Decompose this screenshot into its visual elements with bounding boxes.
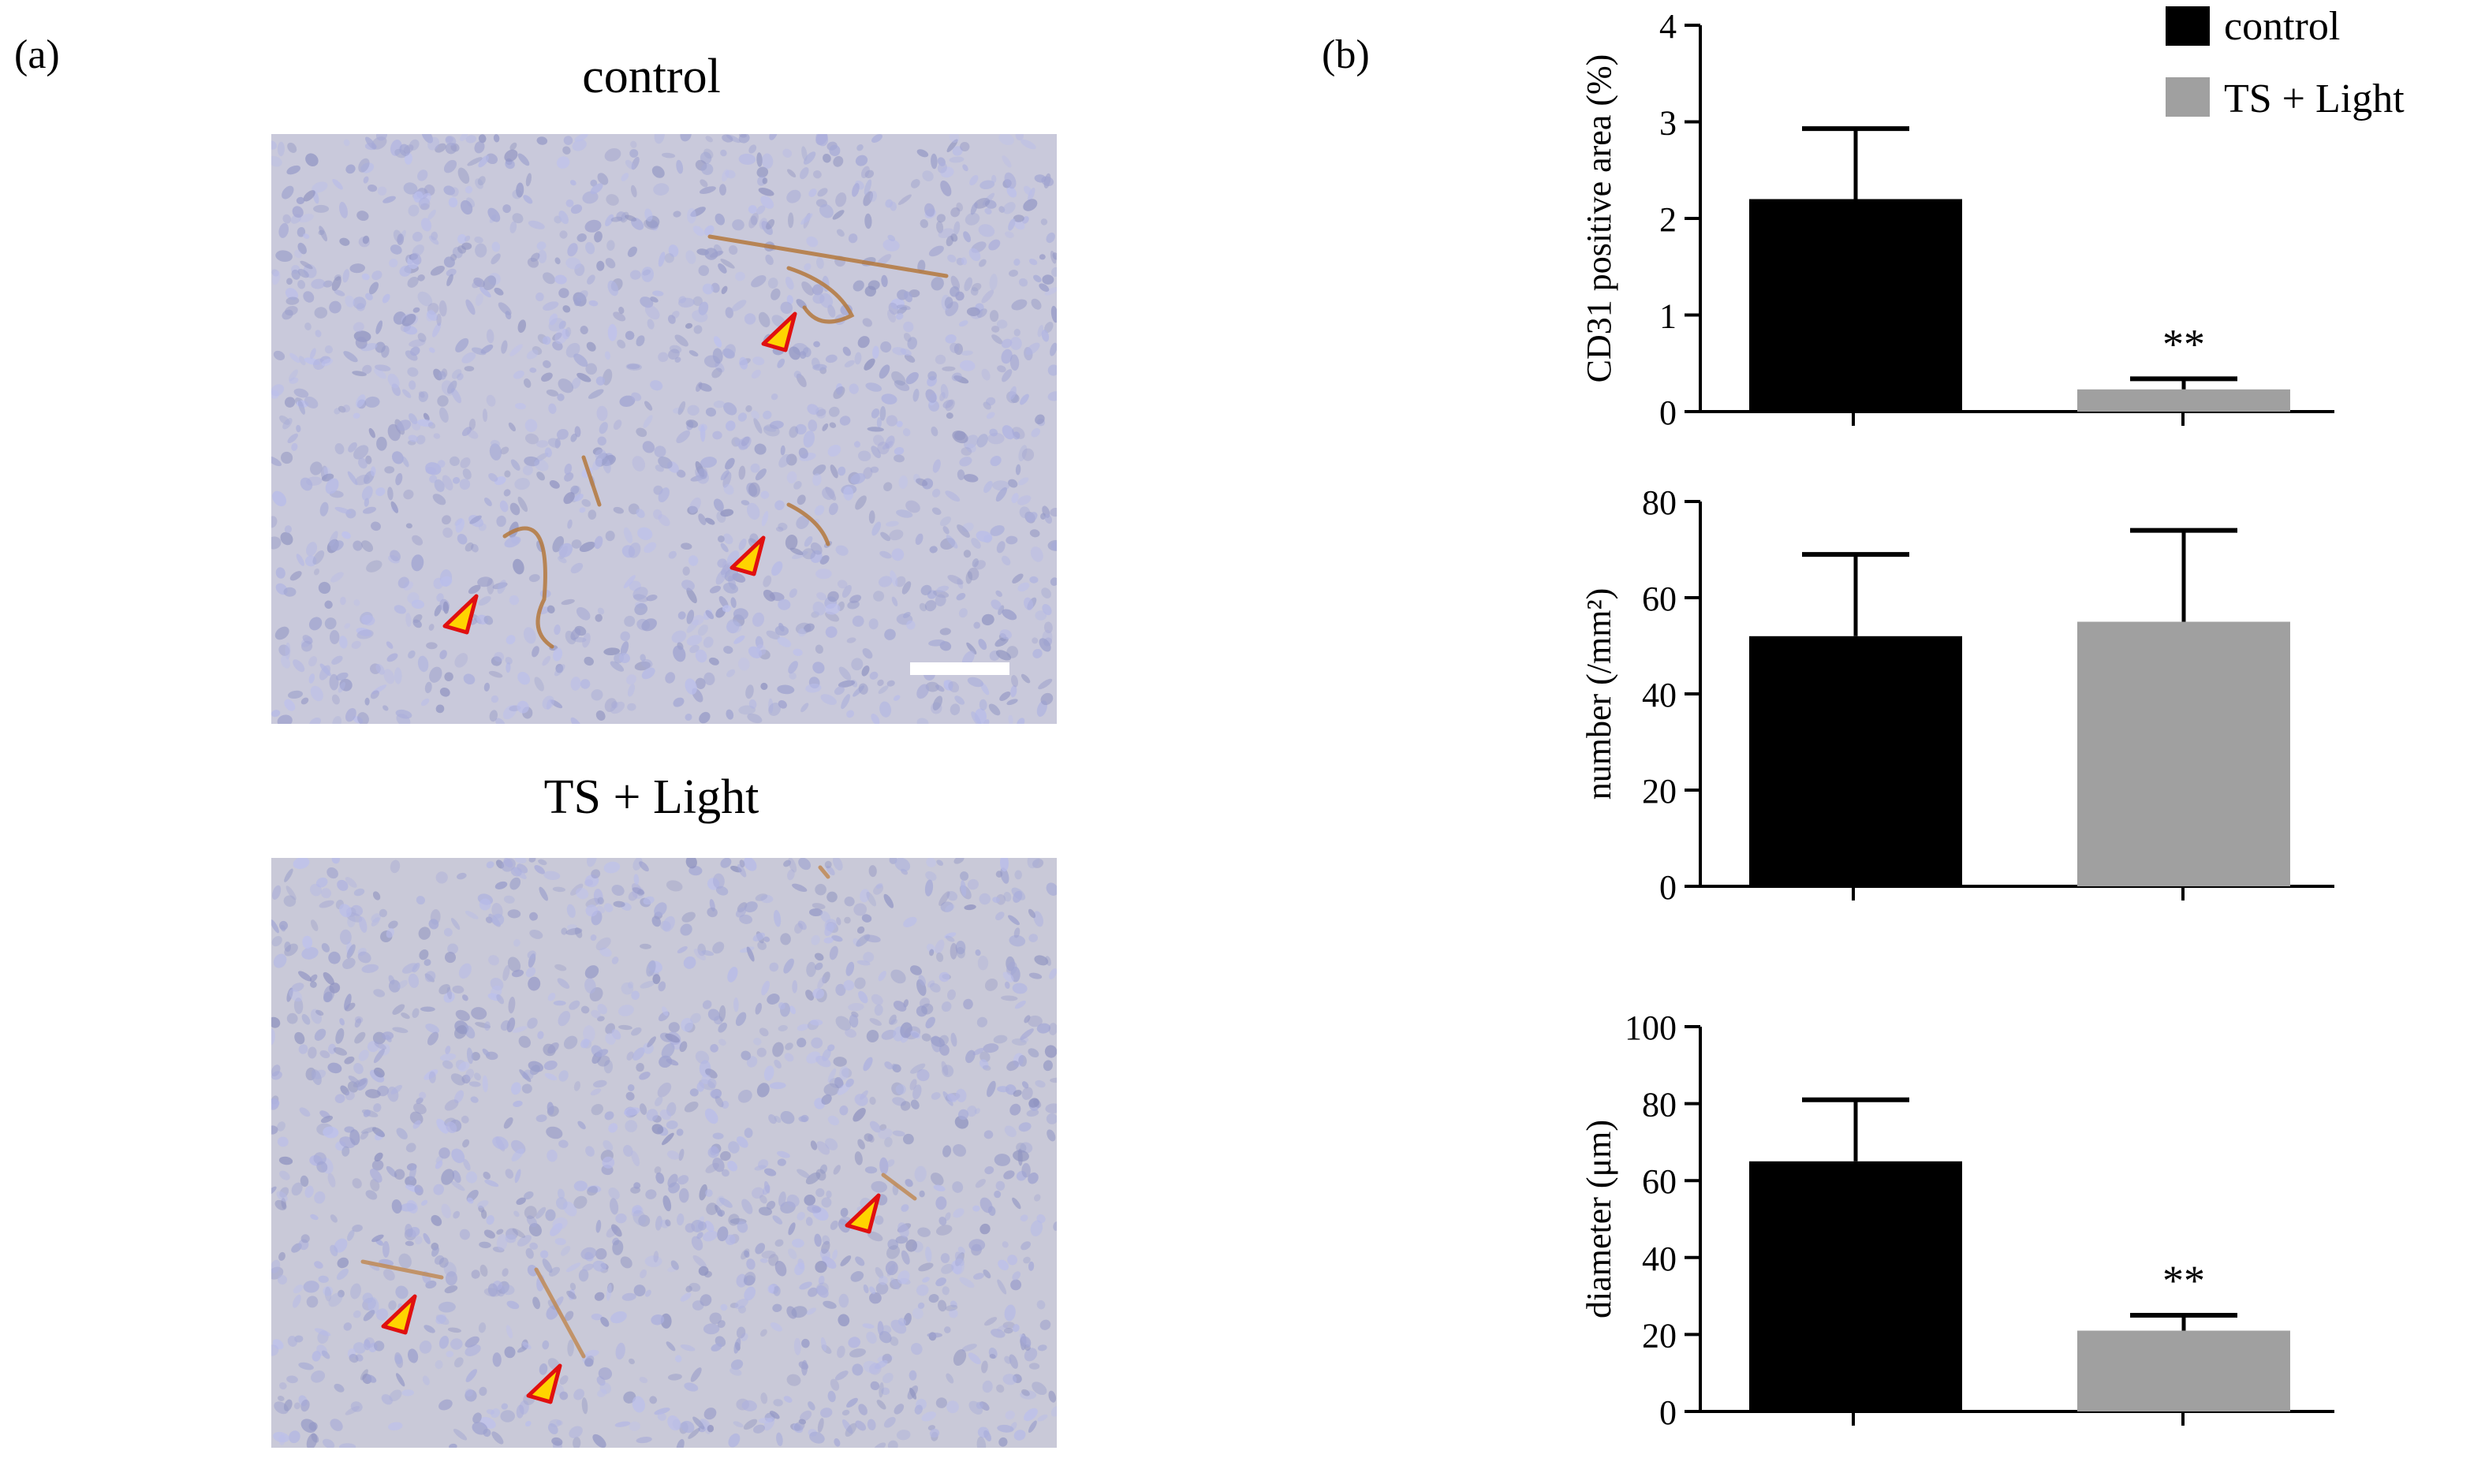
vessel-arrowhead-marker	[526, 1363, 562, 1404]
y-tick-label: 20	[1642, 1316, 1677, 1355]
legend-swatch-ts-light	[2166, 77, 2210, 117]
bar-control	[1749, 636, 1962, 886]
y-tick-label: 0	[1659, 393, 1677, 432]
legend: control TS + Light	[2166, 4, 2405, 121]
scale-bar	[910, 662, 1009, 675]
legend-label-control: control	[2224, 4, 2340, 49]
y-tick-label: 100	[1625, 1009, 1677, 1047]
y-tick-label: 3	[1659, 104, 1677, 143]
legend-label-ts-light: TS + Light	[2224, 76, 2405, 121]
y-axis-label: CD31 positive area (%)	[1580, 54, 1618, 383]
y-tick-label: 60	[1642, 1162, 1677, 1201]
y-tick-label: 1	[1659, 297, 1677, 336]
vessel-number-chart: 0 20 40 60 80 number (/mm²)	[1580, 483, 2334, 907]
y-tick-label: 2	[1659, 200, 1677, 239]
bar-control	[1749, 1161, 1962, 1411]
vessel-arrowhead-marker	[761, 311, 797, 352]
control-image-title: control	[582, 50, 721, 103]
chart-layer: 0 1 2 3 4 CD31 positive area (%) ** 0 20 40 60 80 nu…	[1580, 7, 2334, 1432]
control-micrograph	[271, 134, 1057, 724]
nuclei-texture	[271, 134, 1057, 724]
y-tick-label: 0	[1659, 868, 1677, 907]
y-tick-label: 4	[1659, 7, 1677, 46]
y-axis-label: diameter (μm)	[1580, 1120, 1618, 1318]
cd31-stained-vessels	[502, 234, 949, 649]
bar-ts-light	[2077, 621, 2290, 886]
y-tick-label: 80	[1642, 1086, 1677, 1124]
bar-control	[1749, 199, 1962, 412]
vessel-arrowhead-marker	[381, 1294, 417, 1335]
nuclei-texture	[271, 858, 1057, 1448]
vessel-arrowhead-marker	[442, 594, 479, 635]
y-tick-label: 20	[1642, 772, 1677, 811]
bar-ts-light	[2077, 1330, 2290, 1411]
panel-a-label: (a)	[14, 32, 60, 77]
ts-light-image-title: TS + Light	[543, 770, 759, 824]
y-tick-label: 40	[1642, 1240, 1677, 1278]
control-micrograph-canvas	[271, 134, 1057, 724]
bar-ts-light	[2077, 389, 2290, 412]
panel-b-label: (b)	[1322, 32, 1370, 77]
vessel-arrowhead-marker	[845, 1193, 881, 1234]
significance-label: **	[2162, 1257, 2205, 1304]
y-tick-label: 60	[1642, 580, 1677, 618]
ts-light-micrograph	[271, 858, 1057, 1448]
tissue-background	[271, 858, 1057, 1448]
cd31-area-chart: 0 1 2 3 4 CD31 positive area (%) **	[1580, 7, 2334, 432]
vessel-arrowhead-marker	[729, 535, 766, 576]
significance-label: **	[2162, 320, 2205, 367]
y-axis-label: number (/mm²)	[1580, 588, 1618, 800]
y-tick-label: 80	[1642, 483, 1677, 522]
cd31-stained-vessels	[360, 865, 917, 1359]
ts-light-micrograph-canvas	[271, 858, 1057, 1448]
y-tick-label: 0	[1659, 1393, 1677, 1432]
legend-swatch-control	[2166, 6, 2210, 46]
vessel-diameter-chart: 0 20 40 60 80 100 diameter (μm) **	[1580, 1009, 2334, 1432]
y-tick-label: 40	[1642, 676, 1677, 714]
